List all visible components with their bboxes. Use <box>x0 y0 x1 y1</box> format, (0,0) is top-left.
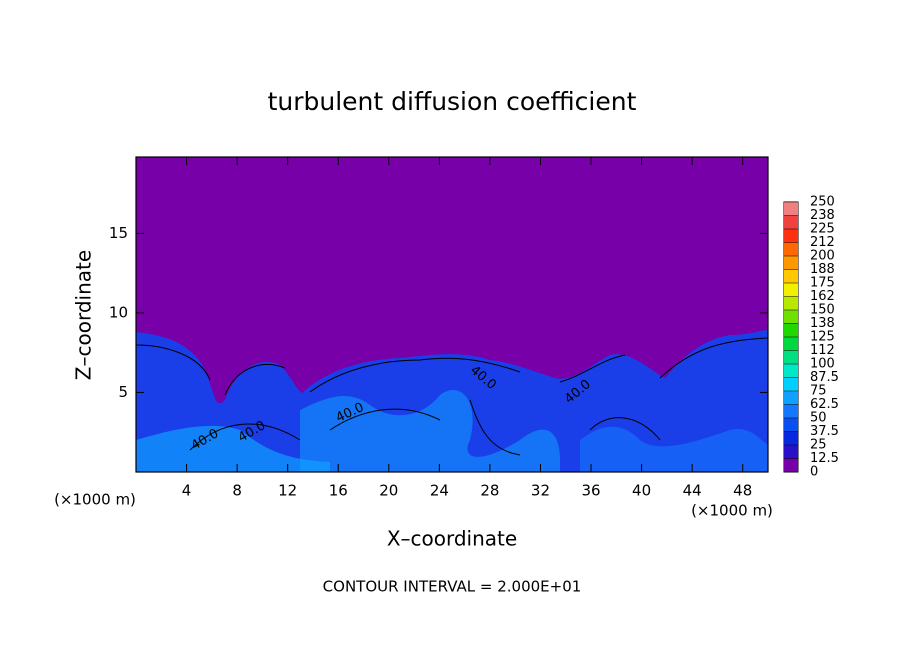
x-tick-label: 40 <box>632 482 651 500</box>
colorbar-label: 162 <box>810 289 835 304</box>
y-tick-label: 5 <box>118 383 128 401</box>
colorbar-cell <box>784 202 798 216</box>
footnote: CONTOUR INTERVAL = 2.000E+01 <box>323 578 582 596</box>
colorbar-cell <box>784 269 798 283</box>
chart-title: turbulent diffusion coefficient <box>268 87 637 116</box>
colorbar-cell <box>784 391 798 405</box>
colorbar-cell <box>784 323 798 337</box>
contour-line <box>135 337 769 396</box>
colorbar-label: 175 <box>810 276 835 291</box>
colorbar-label: 87.5 <box>810 370 839 385</box>
colorbar-label: 25 <box>810 438 827 453</box>
x-tick-label: 12 <box>278 482 297 500</box>
colorbar-cell <box>784 337 798 351</box>
colorbar-label: 250 <box>810 195 835 210</box>
colorbar-cell <box>784 377 798 391</box>
x-tick-label: 36 <box>581 482 600 500</box>
contour-line <box>189 399 661 456</box>
colorbar-label: 200 <box>810 249 835 264</box>
plot-frame <box>135 156 769 473</box>
colorbar-label: 212 <box>810 235 835 250</box>
y-axis-label: Z–coordinate <box>72 250 96 380</box>
colorbar-cell <box>784 310 798 324</box>
x-tick-label: 16 <box>329 482 348 500</box>
colorbar-label: 0 <box>810 465 818 480</box>
colorbar-label: 12.5 <box>810 451 839 466</box>
x-axis-label: X–coordinate <box>387 527 517 551</box>
x-unit-note: (×1000 m) <box>691 502 773 520</box>
field-region <box>300 390 560 472</box>
colorbar-label: 188 <box>810 262 835 277</box>
x-tick-label: 44 <box>683 482 702 500</box>
x-unit-note: (×1000 m) <box>54 491 136 509</box>
colorbar-cell <box>784 283 798 297</box>
y-tick-label: 15 <box>109 224 128 242</box>
colorbar-label: 112 <box>810 343 835 358</box>
colorbar-cell <box>784 445 798 459</box>
y-tick-label: 10 <box>109 303 128 321</box>
colorbar-label: 75 <box>810 384 827 399</box>
x-tick-label: 28 <box>480 482 499 500</box>
colorbar-cell <box>784 215 798 229</box>
x-tick-label: 8 <box>232 482 242 500</box>
colorbar-cell <box>784 242 798 256</box>
field-region <box>580 426 768 472</box>
colorbar-cell <box>784 404 798 418</box>
field-region <box>136 425 330 472</box>
colorbar-label: 50 <box>810 411 827 426</box>
field <box>135 157 769 472</box>
colorbar-label: 37.5 <box>810 424 839 439</box>
colorbar-label: 138 <box>810 316 835 331</box>
colorbar-label: 100 <box>810 357 835 372</box>
x-tick-label: 20 <box>379 482 398 500</box>
colorbar-cell <box>784 364 798 378</box>
colorbar-cell <box>784 256 798 270</box>
x-tick-label: 24 <box>430 482 449 500</box>
colorbar-label: 150 <box>810 303 835 318</box>
x-tick-label: 4 <box>182 482 192 500</box>
colorbar-cell <box>784 229 798 243</box>
colorbar-label: 238 <box>810 208 835 223</box>
colorbar-cell <box>784 458 798 472</box>
colorbar-cell <box>784 350 798 364</box>
x-tick-label: 48 <box>733 482 752 500</box>
colorbar-cell <box>784 296 798 310</box>
colorbar-label: 125 <box>810 330 835 345</box>
colorbar-label: 62.5 <box>810 397 839 412</box>
colorbar-label: 225 <box>810 222 835 237</box>
colorbar-cell <box>784 431 798 445</box>
colorbar-cell <box>784 418 798 432</box>
x-tick-label: 32 <box>531 482 550 500</box>
